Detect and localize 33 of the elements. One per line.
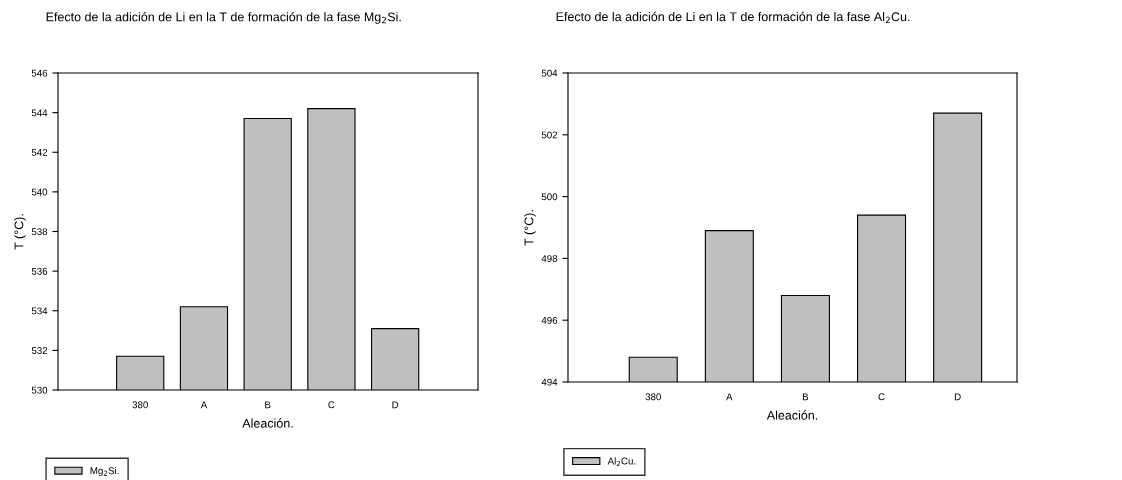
x-tick-label: D	[954, 393, 961, 401]
x-axis-title: Aleación.	[766, 410, 818, 420]
y-tick-label: 496	[541, 316, 558, 324]
x-axis-title: Aleación.	[242, 418, 293, 428]
y-tick-label: 544	[31, 109, 48, 117]
y-tick-label: 532	[31, 347, 48, 354]
chart-title: Efecto de la adición de Li en la T de formación de la fase Mg$_{2}$Si.	[46, 12, 401, 24]
y-tick-label: 502	[541, 131, 558, 139]
x-tick-label: B	[802, 393, 809, 401]
x-tick-label: D	[392, 401, 399, 409]
x-tick-label: C	[328, 401, 335, 409]
x-tick-label: 380	[645, 393, 661, 401]
y-tick-label: 504	[541, 69, 558, 77]
y-axis-title: T (°C).	[14, 214, 26, 250]
legend-label: Al$_{2}$Cu.	[607, 457, 636, 466]
y-tick-label: 498	[541, 255, 558, 263]
x-tick-label: A	[726, 393, 733, 401]
y-tick-label: 538	[31, 228, 48, 236]
y-tick-label: 536	[31, 267, 48, 275]
chart-title: Efecto de la adición de Li en la T de formación de la fase Al$_{2}$Cu.	[556, 11, 910, 24]
x-tick-label: A	[200, 401, 208, 409]
y-tick-label: 542	[31, 148, 48, 156]
legend-label: Mg$_{2}$Si.	[90, 467, 119, 477]
y-tick-label: 534	[31, 307, 48, 315]
x-tick-label: 380	[132, 401, 148, 409]
y-tick-label: 540	[31, 188, 48, 196]
y-tick-label: 500	[541, 193, 558, 201]
y-tick-label: 546	[31, 69, 48, 77]
y-tick-label: 494	[541, 378, 558, 386]
x-tick-label: B	[265, 401, 271, 409]
x-tick-label: C	[878, 393, 885, 401]
y-axis-title: T (°C).	[524, 210, 536, 246]
y-tick-label: 530	[31, 386, 48, 394]
